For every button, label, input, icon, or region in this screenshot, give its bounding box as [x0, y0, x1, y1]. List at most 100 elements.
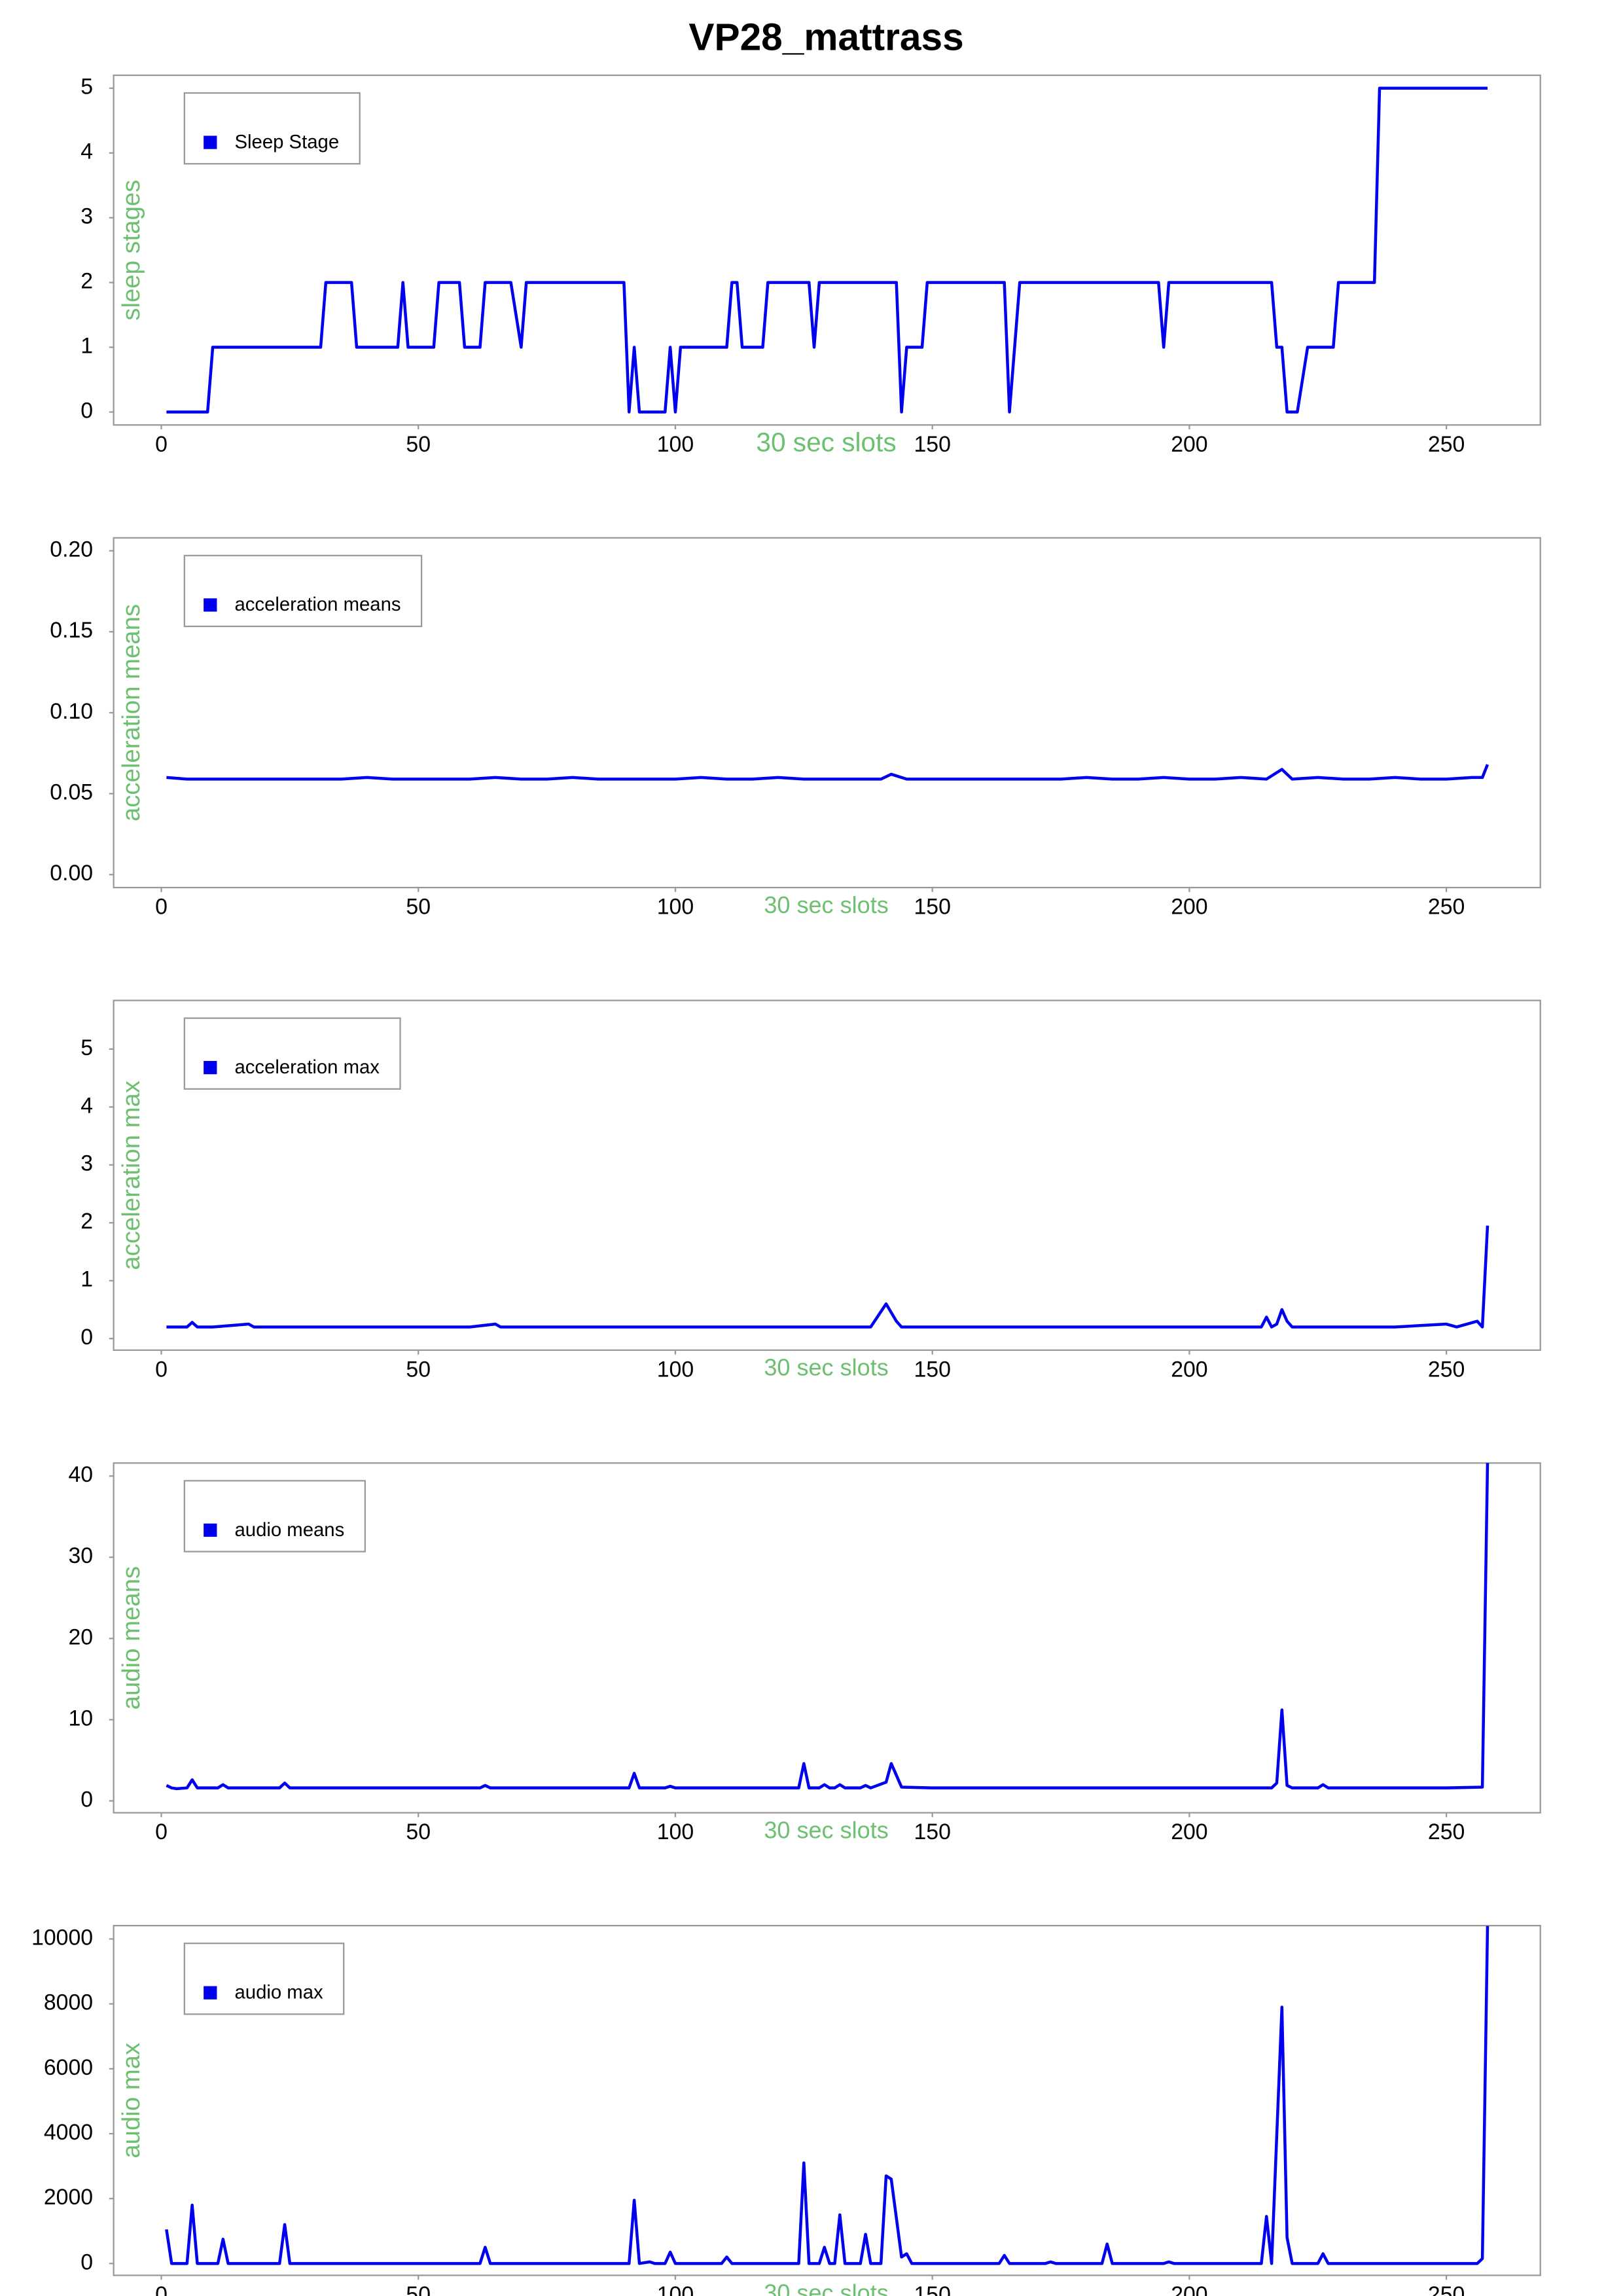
x-tick-label: 0	[155, 432, 168, 457]
x-tick-label: 200	[1171, 2282, 1207, 2296]
x-tick-label: 50	[406, 432, 431, 457]
x-tick-label: 100	[657, 432, 694, 457]
x-tick-label: 0	[155, 895, 168, 920]
legend-swatch	[204, 1986, 217, 2000]
y-tick-label: 0	[80, 2250, 93, 2274]
x-tick-label: 50	[406, 895, 431, 920]
legend-label: acceleration max	[234, 1056, 380, 1078]
x-tick-label: 150	[914, 432, 950, 457]
y-tick-label: 5	[80, 75, 93, 99]
y-tick-label: 4	[80, 1093, 93, 1118]
y-tick-label: 8000	[44, 1990, 93, 2015]
y-axis-label: sleep stages	[117, 180, 145, 321]
y-tick-label: 0.05	[50, 780, 93, 805]
x-tick-label: 0	[155, 1820, 168, 1844]
panel: 0 50 100 150 200 250 0.00 0.05 0.10 0.15 0.20 30 se…	[50, 537, 1541, 920]
x-tick-label: 50	[406, 1820, 431, 1844]
plot-frame	[113, 1924, 1541, 2276]
y-tick-label: 0.15	[50, 618, 93, 643]
plot-frame	[113, 999, 1541, 1351]
x-tick-label: 250	[1428, 2282, 1465, 2296]
data-line	[166, 764, 1489, 781]
x-tick-label: 100	[657, 1357, 694, 1382]
y-axis-label: acceleration means	[117, 604, 145, 821]
panel: 0 50 100 150 200 250 0 1 2 3 4 5 30 sec slots sleep s…	[80, 74, 1541, 457]
x-tick-label: 250	[1428, 432, 1465, 457]
y-tick-label: 0.00	[50, 861, 93, 886]
legend-box	[183, 1943, 345, 2015]
y-tick-label: 2	[80, 269, 93, 294]
x-tick-label: 150	[914, 895, 950, 920]
data-line	[166, 1225, 1489, 1329]
legend-box	[183, 1480, 366, 1552]
x-tick-label: 200	[1171, 1820, 1207, 1844]
y-tick-label: 30	[68, 1543, 93, 1568]
x-axis-label: 30 sec slots	[764, 1354, 888, 1381]
y-tick-label: 40	[68, 1462, 93, 1487]
x-tick-label: 150	[914, 2282, 950, 2296]
x-tick-label: 250	[1428, 1357, 1465, 1382]
x-tick-label: 150	[914, 1357, 950, 1382]
legend-label: Sleep Stage	[234, 131, 339, 152]
y-tick-label: 2000	[44, 2185, 93, 2210]
y-tick-label: 10	[68, 1706, 93, 1731]
legend-box	[183, 92, 361, 165]
y-tick-label: 0	[80, 1787, 93, 1812]
y-tick-label: 3	[80, 204, 93, 229]
x-tick-label: 100	[657, 895, 694, 920]
y-axis-label: audio means	[117, 1566, 145, 1710]
legend-swatch	[204, 1523, 217, 1537]
y-tick-label: 2	[80, 1209, 93, 1234]
y-tick-label: 1	[80, 333, 93, 358]
y-tick-label: 10000	[31, 1925, 93, 1950]
panel: 0 50 100 150 200 250 0 10 20 30 40 30 sec slots audi…	[68, 1462, 1541, 1844]
y-axis-label: audio max	[117, 2043, 145, 2159]
y-tick-label: 5	[80, 1035, 93, 1060]
y-tick-label: 0	[80, 1325, 93, 1350]
legend-swatch	[204, 598, 217, 612]
x-tick-label: 50	[406, 2282, 431, 2296]
data-line	[166, 1463, 1489, 1791]
legend-box	[183, 1017, 401, 1090]
y-tick-label: 4000	[44, 2120, 93, 2145]
data-line	[166, 86, 1488, 414]
x-tick-label: 150	[914, 1820, 950, 1844]
x-axis-label: 30 sec slots	[764, 2279, 888, 2296]
x-tick-label: 0	[155, 2282, 168, 2296]
x-tick-label: 250	[1428, 1820, 1465, 1844]
y-tick-label: 0.10	[50, 699, 93, 724]
legend-label: audio means	[234, 1519, 344, 1541]
x-tick-label: 50	[406, 1357, 431, 1382]
legend-label: audio max	[234, 1982, 323, 2003]
y-tick-label: 6000	[44, 2055, 93, 2080]
panel: 0 50 100 150 200 250 0 1 2 3 4 5 30 sec slots acceler…	[80, 999, 1541, 1382]
data-line	[165, 1926, 1489, 2265]
y-tick-label: 20	[68, 1624, 93, 1649]
y-axis-label: acceleration max	[117, 1081, 145, 1270]
x-tick-label: 100	[657, 2282, 694, 2296]
legend-swatch	[204, 135, 217, 149]
panel: 0 50 100 150 200 250 0 2000 4000 6000 8000 10000 30 …	[31, 1924, 1541, 2296]
y-tick-label: 0	[80, 398, 93, 423]
x-axis-label: 30 sec slots	[764, 1816, 888, 1843]
y-tick-label: 3	[80, 1151, 93, 1176]
x-axis-label: 30 sec slots	[756, 427, 896, 457]
x-tick-label: 250	[1428, 895, 1465, 920]
y-tick-label: 4	[80, 139, 93, 164]
legend-label: acceleration means	[234, 594, 401, 615]
legend-box	[183, 554, 423, 628]
legend-swatch	[204, 1060, 217, 1075]
x-tick-label: 200	[1171, 895, 1207, 920]
figure-title: VP28_mattrass	[688, 16, 963, 58]
x-tick-label: 200	[1171, 432, 1207, 457]
x-tick-label: 0	[155, 1357, 168, 1382]
x-axis-label: 30 sec slots	[764, 891, 888, 918]
x-tick-label: 100	[657, 1820, 694, 1844]
y-tick-label: 0.20	[50, 537, 93, 562]
x-tick-label: 200	[1171, 1357, 1207, 1382]
plot-frame	[113, 74, 1541, 426]
y-tick-label: 1	[80, 1267, 93, 1292]
